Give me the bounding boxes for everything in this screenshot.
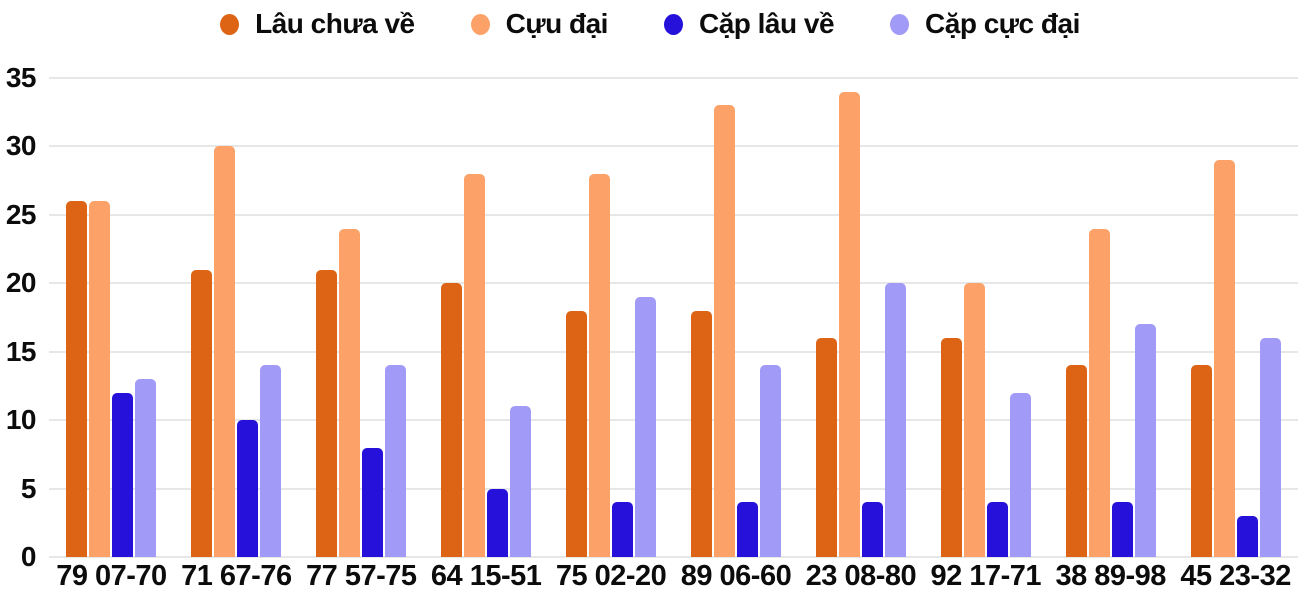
gridline	[49, 556, 1298, 558]
legend-color-dot-icon	[220, 13, 240, 35]
bar-cựu-đại[interactable]	[464, 173, 486, 557]
bar-cặp-lâu-về[interactable]	[487, 488, 509, 557]
bar-cựu-đại[interactable]	[963, 283, 985, 557]
x-axis: 79 07-70 71 67-76 77 57-75 64 15-51 75 02-20…	[49, 560, 1298, 598]
bar-group	[1173, 78, 1298, 557]
bar-group	[299, 78, 424, 557]
gridline	[49, 419, 1298, 422]
legend-item[interactable]: Lâu chưa về	[220, 8, 415, 40]
bar-cựu-đại[interactable]	[589, 173, 611, 557]
bar-lâu-chưa-về[interactable]	[191, 269, 213, 557]
gridline	[49, 487, 1298, 490]
bar-lâu-chưa-về[interactable]	[441, 283, 463, 557]
legend-color-dot-icon	[890, 13, 910, 35]
x-axis-tick-label: 79 07-70	[56, 560, 167, 592]
legend-item[interactable]: Cựu đại	[470, 8, 609, 40]
x-axis-tick-label: 77 57-75	[306, 560, 417, 592]
legend-color-dot-icon	[470, 13, 490, 35]
bar-lâu-chưa-về[interactable]	[316, 269, 338, 557]
x-axis-tick-label: 38 89-98	[1055, 560, 1166, 592]
bar-cựu-đại[interactable]	[89, 201, 111, 557]
gridline	[49, 77, 1298, 79]
y-axis-tick-label: 5	[20, 472, 37, 504]
bar-cựu-đại[interactable]	[1088, 228, 1110, 557]
y-axis: 0 5 10 15 20 25 30 35	[0, 64, 37, 571]
bar-groups	[49, 78, 1298, 557]
bar-group	[674, 78, 799, 557]
y-axis-tick-label: 20	[5, 267, 37, 299]
legend-item[interactable]: Cặp cực đại	[890, 8, 1080, 40]
bar-cặp-lâu-về[interactable]	[112, 392, 134, 557]
bar-lâu-chưa-về[interactable]	[690, 310, 712, 557]
bar-cặp-lâu-về[interactable]	[736, 502, 758, 557]
x-axis-tick-label: 89 06-60	[680, 560, 792, 592]
y-axis-tick-label: 35	[5, 62, 37, 93]
bar-cặp-cực-đại[interactable]	[1259, 338, 1281, 557]
bar-cựu-đại[interactable]	[1213, 160, 1235, 557]
bar-cặp-cực-đại[interactable]	[510, 406, 532, 557]
bar-cặp-lâu-về[interactable]	[237, 420, 259, 557]
x-axis-tick-label: 71 67-76	[181, 560, 292, 592]
x-axis-tick-label: 64 15-51	[430, 560, 542, 592]
bar-cựu-đại[interactable]	[838, 91, 860, 557]
bar-cặp-lâu-về[interactable]	[986, 502, 1008, 557]
bar-cựu-đại[interactable]	[214, 146, 236, 557]
bar-lâu-chưa-về[interactable]	[1065, 365, 1087, 557]
y-axis-tick-label: 0	[20, 541, 37, 572]
bar-group	[174, 78, 299, 557]
bar-cặp-cực-đại[interactable]	[1134, 324, 1156, 557]
bar-cặp-lâu-về[interactable]	[362, 447, 384, 557]
bar-cựu-đại[interactable]	[339, 228, 361, 557]
bar-cặp-lâu-về[interactable]	[1111, 502, 1133, 557]
bar-group	[49, 78, 174, 557]
bar-cặp-cực-đại[interactable]	[135, 379, 157, 557]
legend-label: Lâu chưa về	[255, 8, 415, 39]
bar-cặp-cực-đại[interactable]	[759, 365, 781, 557]
gridline	[49, 282, 1298, 285]
legend-item[interactable]: Cặp lâu về	[663, 8, 835, 40]
legend-label: Cặp cực đại	[925, 8, 1080, 39]
gridline	[49, 350, 1298, 353]
bar-lâu-chưa-về[interactable]	[1190, 365, 1212, 557]
bar-cặp-cực-đại[interactable]	[260, 365, 282, 557]
bar-cặp-cực-đại[interactable]	[385, 365, 407, 557]
legend-label: Cặp lâu về	[698, 8, 835, 39]
legend-label: Cựu đại	[505, 8, 609, 39]
bar-cặp-cực-đại[interactable]	[635, 296, 657, 557]
bar-group	[923, 78, 1048, 557]
bar-lâu-chưa-về[interactable]	[815, 338, 837, 557]
gridline	[49, 213, 1298, 216]
bar-cặp-lâu-về[interactable]	[1236, 515, 1258, 557]
y-axis-tick-label: 25	[5, 198, 37, 230]
bar-cặp-lâu-về[interactable]	[612, 502, 634, 557]
plot-area	[49, 77, 1298, 558]
y-axis-tick-label: 15	[5, 335, 37, 367]
x-axis-tick-label: 45 23-32	[1180, 560, 1291, 592]
gridline	[49, 145, 1298, 148]
x-axis-tick-label: 92 17-71	[930, 560, 1042, 592]
bar-lâu-chưa-về[interactable]	[66, 201, 88, 557]
bar-cựu-đại[interactable]	[713, 105, 735, 557]
y-axis-tick-label: 10	[5, 404, 37, 436]
bar-cặp-cực-đại[interactable]	[1009, 392, 1031, 557]
y-axis-tick-label: 30	[5, 130, 37, 162]
bar-lâu-chưa-về[interactable]	[940, 338, 962, 557]
bar-group	[1048, 78, 1173, 557]
bar-group	[798, 78, 923, 557]
bar-lâu-chưa-về[interactable]	[566, 310, 588, 557]
chart-legend: Lâu chưa về Cựu đại Cặp lâu về Cặp cực đại	[0, 8, 1300, 40]
bar-cặp-lâu-về[interactable]	[861, 502, 883, 557]
x-axis-tick-label: 23 08-80	[805, 560, 917, 592]
bar-cặp-cực-đại[interactable]	[884, 283, 906, 557]
bar-group	[549, 78, 674, 557]
bar-group	[424, 78, 549, 557]
legend-color-dot-icon	[663, 13, 683, 35]
x-axis-tick-label: 75 02-20	[555, 560, 667, 592]
